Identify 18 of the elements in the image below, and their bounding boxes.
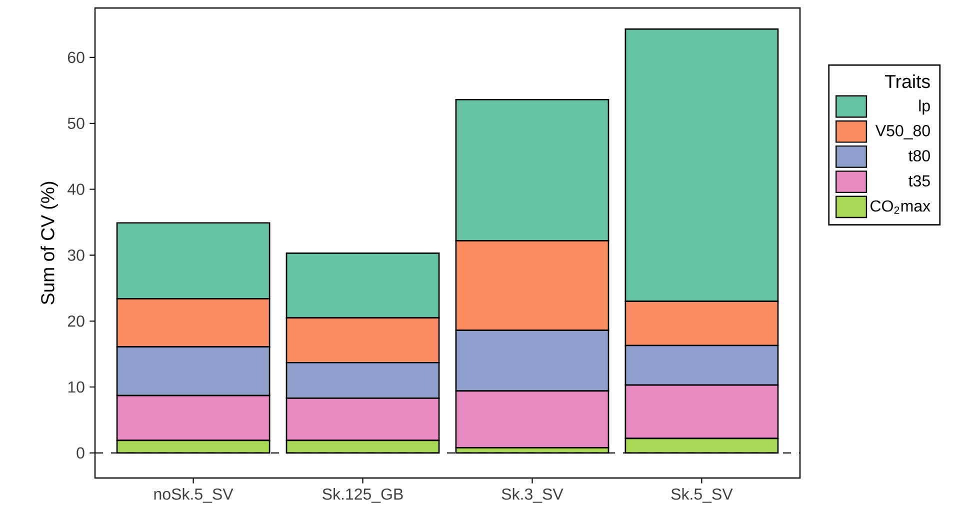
y-tick-label: 10 (68, 381, 84, 393)
text: lp (919, 100, 930, 115)
x-tick-label: Sk.3_SV (502, 488, 564, 503)
legend-label: CO$_{2}$max (870, 200, 930, 214)
y-tick-label: 40 (68, 184, 84, 195)
text: t35 (908, 175, 930, 187)
text: t80 (908, 150, 930, 162)
x-tick-label: Sk.125_GB (322, 488, 403, 503)
y-tick-label: 60 (68, 52, 84, 64)
x-tick-label: Sk.5_SV (671, 488, 733, 503)
y-tick-label: 30 (68, 250, 84, 261)
x-tick-label: noSk.5_SV (154, 488, 234, 503)
y-axis-title: Sum of CV (%) (40, 182, 58, 304)
y-tick-label: 0 (76, 447, 84, 459)
y-tick-label: 20 (68, 315, 84, 327)
legend-title: Traits (885, 74, 930, 88)
legend-label: V50_80 (875, 125, 930, 140)
y-tick-label: 50 (68, 118, 84, 130)
